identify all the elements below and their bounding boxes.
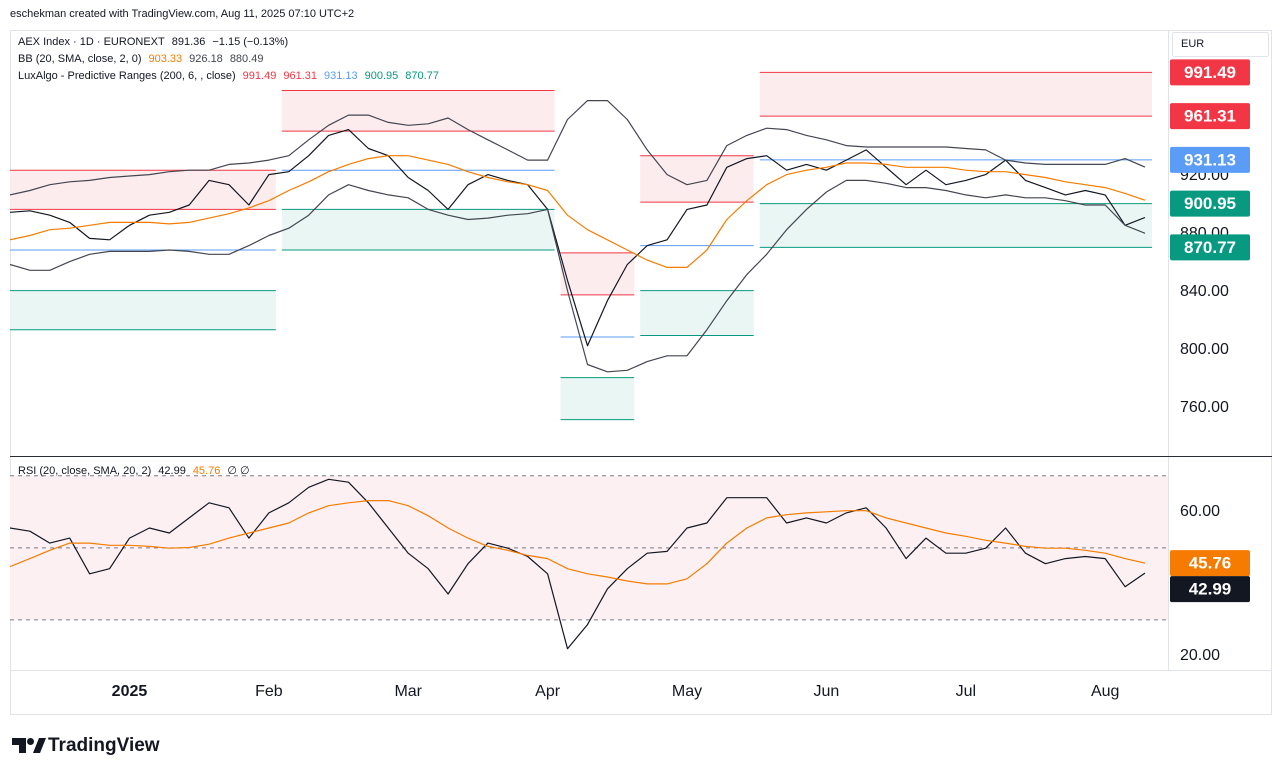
axis-tag-label: 42.99	[1189, 580, 1232, 599]
axis-tag-label: 961.31	[1184, 107, 1236, 126]
pane	[10, 475, 1168, 650]
axis-tag	[1170, 59, 1250, 86]
x-tick-label: May	[672, 683, 702, 700]
footer-logo: TradingView	[48, 735, 160, 756]
series-line	[10, 478, 1146, 650]
legend-name: AEX Index · 1D · EURONEXT	[18, 36, 165, 48]
legend-value: 45.76	[193, 465, 221, 477]
logo-part	[33, 738, 46, 753]
axis-tag	[1170, 146, 1250, 173]
y-tick-label: 760.00	[1180, 399, 1229, 416]
pane	[10, 71, 1152, 421]
x-tick-label: Jun	[814, 683, 840, 700]
legend-value: 42.99	[158, 465, 186, 477]
legend-value: 900.95	[365, 70, 399, 82]
legend-line: LuxAlgo - Predictive Ranges (200, 6, , c…	[18, 70, 439, 82]
axis-tag	[1170, 234, 1250, 261]
x-tick-label: Apr	[535, 683, 561, 700]
legend-extra: −1.15 (−0.13%)	[212, 36, 288, 48]
legend-line: BB (20, SMA, close, 2, 0) 903.33 926.18 880…	[18, 53, 263, 65]
legend-line: AEX Index · 1D · EURONEXT 891.36 −1.15 (−0…	[18, 36, 288, 48]
legend-value: 880.49	[230, 53, 264, 65]
legend-value: 991.49	[243, 70, 277, 82]
x-tick-label: 2025	[112, 683, 148, 700]
y-tick-label: 840.00	[1180, 283, 1229, 300]
x-tick-label: Jul	[956, 683, 976, 700]
currency: EUR	[1181, 38, 1204, 50]
legend-name: LuxAlgo - Predictive Ranges (200, 6, , c…	[18, 70, 236, 82]
axis-tag-label: 870.77	[1184, 238, 1236, 257]
legend-value: 891.36	[172, 36, 206, 48]
legend-extra: ∅ ∅	[227, 465, 249, 477]
legend-name: RSI (20, close, SMA, 20, 2)	[18, 465, 151, 477]
axis-tag	[1170, 550, 1250, 577]
legend-value: 931.13	[324, 70, 358, 82]
series-line	[10, 129, 1146, 347]
legend-value: 961.31	[283, 70, 317, 82]
range-fill	[560, 252, 635, 295]
range-fill	[10, 290, 276, 330]
legend-value: 926.18	[189, 53, 223, 65]
axis-tag-label: 991.49	[1184, 63, 1236, 82]
currency-box	[1172, 32, 1269, 57]
series-line	[10, 155, 1146, 268]
x-tick-label: Aug	[1091, 683, 1119, 700]
logo-part	[12, 738, 26, 753]
axis-tag-label: 45.76	[1189, 554, 1232, 573]
axis-tag	[1170, 576, 1250, 603]
range-fill	[560, 377, 635, 420]
x-tick-label: Feb	[255, 683, 283, 700]
y-tick-label: 800.00	[1180, 341, 1229, 358]
header: eschekman created with TradingView.com, …	[10, 8, 354, 20]
range-fill	[281, 209, 555, 250]
series-line	[10, 500, 1146, 585]
range-fill	[759, 203, 1152, 248]
axis-tag	[1170, 103, 1250, 130]
logo-icon	[12, 738, 46, 753]
legend-value: 870.77	[405, 70, 439, 82]
axis-tag-label: 900.95	[1184, 194, 1236, 213]
x-tick-label: Mar	[394, 683, 422, 700]
legend-line: RSI (20, close, SMA, 20, 2) 42.99 45.76 ∅ ∅	[18, 465, 250, 477]
range-fill	[640, 290, 754, 336]
series-line	[10, 179, 1146, 373]
series-line	[10, 100, 1146, 196]
frame	[10, 30, 1272, 715]
legend-value: 903.33	[149, 53, 183, 65]
logo-part	[27, 738, 34, 745]
range-fill	[759, 72, 1152, 117]
range-fill	[10, 170, 276, 210]
legend-name: BB (20, SMA, close, 2, 0)	[18, 53, 142, 65]
y-tick-label: 20.00	[1180, 647, 1220, 664]
axis-tag	[1170, 190, 1250, 217]
axis-tag-label: 931.13	[1184, 150, 1236, 169]
y-tick-label: 60.00	[1180, 503, 1220, 520]
